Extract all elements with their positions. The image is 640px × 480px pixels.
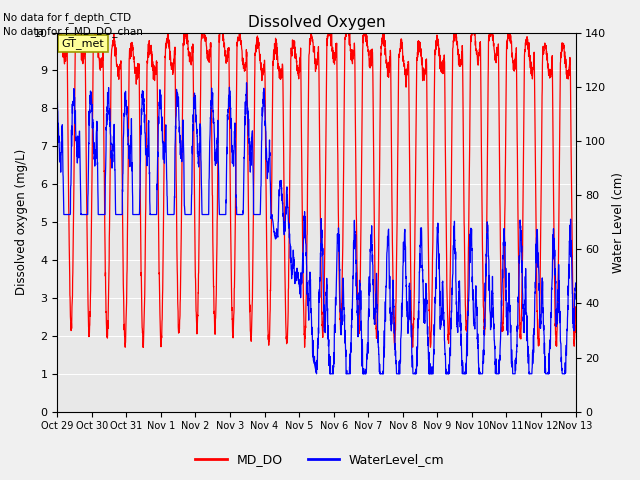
Y-axis label: Dissolved oxygen (mg/L): Dissolved oxygen (mg/L) — [15, 149, 28, 295]
Text: No data for f_MD_DO_chan: No data for f_MD_DO_chan — [3, 26, 143, 37]
MD_DO — [122, 344, 129, 350]
WaterLevel_cm — [53, 92, 61, 97]
Y-axis label: Water Level (cm): Water Level (cm) — [612, 172, 625, 273]
Title: Dissolved Oxygen: Dissolved Oxygen — [248, 15, 385, 30]
WaterLevel_cm — [275, 196, 282, 202]
WaterLevel_cm — [313, 371, 321, 377]
WaterLevel_cm — [572, 280, 579, 286]
MD_DO — [562, 56, 570, 62]
MD_DO — [143, 60, 151, 66]
Line: WaterLevel_cm: WaterLevel_cm — [57, 83, 575, 374]
MD_DO — [53, 34, 61, 40]
Text: No data for f_depth_CTD: No data for f_depth_CTD — [3, 12, 131, 23]
WaterLevel_cm — [562, 368, 570, 374]
WaterLevel_cm — [506, 302, 514, 308]
MD_DO — [253, 41, 260, 47]
MD_DO — [506, 31, 514, 37]
MD_DO — [572, 304, 579, 310]
Line: MD_DO: MD_DO — [57, 33, 575, 347]
MD_DO — [113, 62, 120, 68]
WaterLevel_cm — [113, 212, 120, 217]
MD_DO — [54, 30, 61, 36]
WaterLevel_cm — [143, 151, 151, 157]
WaterLevel_cm — [243, 80, 250, 86]
Text: GT_met: GT_met — [61, 38, 104, 49]
Legend: MD_DO, WaterLevel_cm: MD_DO, WaterLevel_cm — [190, 448, 450, 471]
WaterLevel_cm — [252, 212, 260, 217]
MD_DO — [275, 63, 283, 69]
